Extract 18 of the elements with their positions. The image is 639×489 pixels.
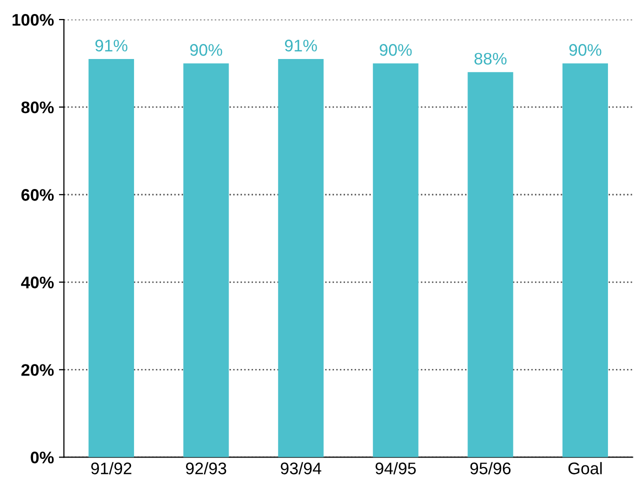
x-tick-label: 94/95 bbox=[376, 462, 416, 474]
data-label: 90% bbox=[380, 44, 412, 56]
x-tick-label: 92/93 bbox=[186, 462, 226, 474]
data-label: 91% bbox=[95, 40, 128, 52]
y-tick-label: 100% bbox=[12, 14, 54, 26]
data-label: 90% bbox=[190, 44, 222, 56]
x-tick-label: 95/96 bbox=[470, 462, 511, 474]
x-tick-label: 93/94 bbox=[280, 462, 322, 474]
x-tick-label: 91/92 bbox=[91, 462, 132, 474]
data-label: 91% bbox=[284, 40, 317, 52]
y-tick-label: 40% bbox=[21, 276, 54, 288]
data-label: 88% bbox=[474, 52, 507, 65]
y-tick-label: 60% bbox=[21, 189, 54, 201]
y-tick-label: 0% bbox=[30, 452, 54, 464]
y-tick-label: 80% bbox=[21, 101, 54, 114]
y-tick-label: 20% bbox=[21, 364, 54, 376]
data-label: 90% bbox=[569, 44, 602, 56]
x-tick-label: Goal bbox=[568, 462, 602, 474]
